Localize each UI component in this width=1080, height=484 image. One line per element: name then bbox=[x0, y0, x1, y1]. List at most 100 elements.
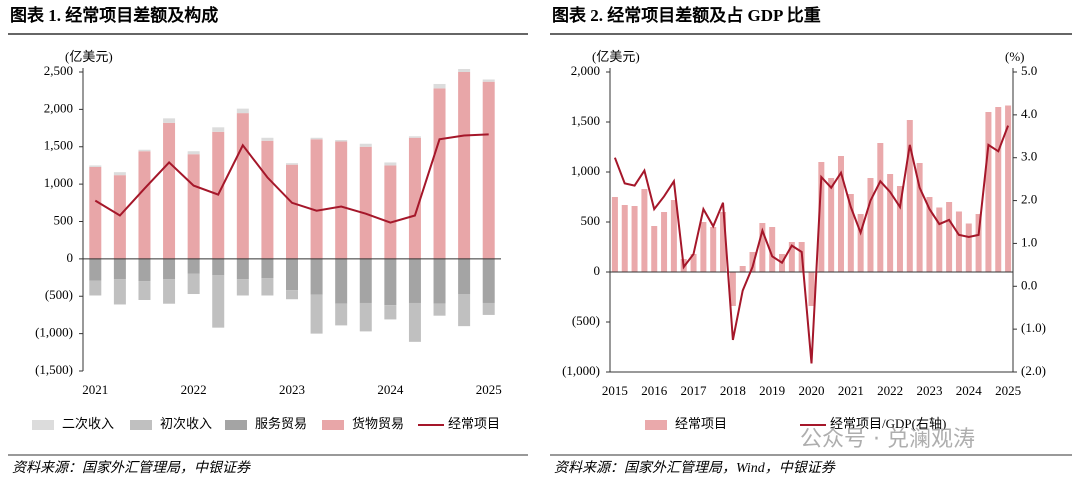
bar-segment bbox=[286, 164, 298, 259]
bar-segment bbox=[335, 140, 348, 142]
bar-segment bbox=[236, 258, 249, 280]
left-tick-label: 2,500 bbox=[44, 63, 73, 78]
left-tick-label: 2,000 bbox=[44, 100, 73, 115]
bar-segment bbox=[335, 303, 348, 326]
bar-segment bbox=[433, 258, 446, 304]
left-tick-label: (500) bbox=[572, 313, 600, 328]
bar-segment bbox=[286, 258, 298, 291]
bar-segment bbox=[89, 258, 102, 281]
bar-segment bbox=[261, 278, 274, 296]
legend-label: 货物贸易 bbox=[352, 416, 404, 431]
bar-segment bbox=[408, 258, 421, 303]
x-tick-label: 2017 bbox=[681, 383, 708, 398]
line bbox=[613, 125, 1010, 364]
bar bbox=[857, 214, 864, 272]
bar bbox=[847, 194, 854, 272]
bar-segment bbox=[384, 165, 397, 259]
bar-segment bbox=[310, 294, 323, 334]
bar-segment bbox=[458, 72, 471, 259]
bar-segment bbox=[384, 162, 397, 166]
bar-segment bbox=[359, 302, 372, 332]
bar-segment bbox=[335, 141, 348, 259]
bar bbox=[926, 197, 933, 272]
watermark: 公众号 · 兑澜观涛 bbox=[800, 427, 975, 452]
bar bbox=[710, 227, 717, 272]
bar bbox=[946, 202, 953, 272]
bar bbox=[896, 186, 903, 272]
bar-segment bbox=[138, 151, 151, 259]
bar bbox=[631, 206, 638, 272]
left-tick-label: 500 bbox=[581, 213, 601, 228]
bar bbox=[808, 272, 815, 306]
bar-segment bbox=[138, 149, 151, 152]
legend-swatch bbox=[32, 420, 54, 430]
legend-label: 经常项目/GDP(右轴) bbox=[830, 416, 946, 431]
left-tick-label: 0 bbox=[594, 263, 601, 278]
bar-segment bbox=[384, 258, 397, 306]
left-tick-label: (1,500) bbox=[35, 362, 73, 377]
bar-segment bbox=[433, 88, 446, 259]
bar bbox=[749, 252, 756, 272]
bar-segment bbox=[408, 137, 421, 259]
x-tick-label: 2021 bbox=[82, 382, 108, 397]
x-tick-label: 2025 bbox=[995, 383, 1021, 398]
bar bbox=[955, 211, 962, 272]
right-tick-label: 3.0 bbox=[1021, 149, 1037, 164]
bar bbox=[739, 266, 746, 272]
bar-segment bbox=[187, 258, 200, 274]
x-tick-label: 2024 bbox=[377, 382, 404, 397]
x-tick-label: 2025 bbox=[476, 382, 502, 397]
legend-swatch bbox=[322, 420, 344, 430]
bar-segment bbox=[187, 154, 200, 259]
bar-segment bbox=[113, 172, 126, 176]
right-tick-label: 0.0 bbox=[1021, 277, 1037, 292]
bar-segment bbox=[261, 140, 274, 259]
y-axis-label: (亿美元) bbox=[592, 49, 640, 64]
chart-title: 图表 2. 经常项目差额及占 GDP 比重 bbox=[552, 5, 821, 25]
bar-segment bbox=[113, 279, 126, 305]
bar-segment bbox=[482, 79, 495, 82]
bar bbox=[651, 226, 658, 272]
bar-segment bbox=[163, 122, 176, 259]
bar-segment bbox=[187, 273, 200, 295]
right-tick-label: 4.0 bbox=[1021, 106, 1037, 121]
bar-segment bbox=[212, 275, 225, 328]
bar-segment bbox=[310, 137, 323, 140]
bar bbox=[729, 272, 736, 306]
bar bbox=[965, 223, 972, 272]
x-tick-label: 2018 bbox=[720, 383, 746, 398]
bar-segment bbox=[310, 139, 323, 259]
y2-axis-label: (%) bbox=[1005, 49, 1025, 64]
bar bbox=[867, 178, 874, 272]
bar-segment bbox=[286, 290, 298, 300]
bar bbox=[916, 163, 923, 272]
bar-segment bbox=[359, 146, 372, 259]
bar-segment bbox=[286, 163, 298, 165]
bar-segment bbox=[89, 166, 102, 259]
bar bbox=[690, 254, 697, 272]
y-axis-label: (亿美元) bbox=[65, 49, 113, 64]
legend-swatch bbox=[645, 420, 667, 430]
left-tick-label: (500) bbox=[45, 287, 73, 302]
legend-label: 经常项目 bbox=[675, 416, 727, 431]
right-tick-label: 5.0 bbox=[1021, 63, 1037, 78]
bar bbox=[1005, 105, 1012, 272]
right-tick-label: (1.0) bbox=[1021, 320, 1046, 335]
bar-segment bbox=[236, 113, 249, 259]
bar-segment bbox=[433, 303, 446, 316]
bar-segment bbox=[359, 258, 372, 303]
bar bbox=[975, 214, 982, 272]
right-tick-label: (2.0) bbox=[1021, 363, 1046, 378]
bar bbox=[906, 120, 913, 272]
bar-segment bbox=[408, 136, 421, 138]
source: 资料来源：国家外汇管理局，Wind，中银证券 bbox=[554, 460, 836, 476]
bar-segment bbox=[212, 127, 225, 132]
bar-segment bbox=[458, 69, 471, 72]
bar-segment bbox=[138, 281, 151, 300]
bar-segment bbox=[236, 279, 249, 296]
chart-title: 图表 1. 经常项目差额及构成 bbox=[10, 5, 218, 25]
bar-segment bbox=[310, 258, 323, 295]
left-tick-label: 500 bbox=[54, 212, 74, 227]
bar bbox=[995, 107, 1002, 272]
bar-segment bbox=[458, 294, 471, 327]
